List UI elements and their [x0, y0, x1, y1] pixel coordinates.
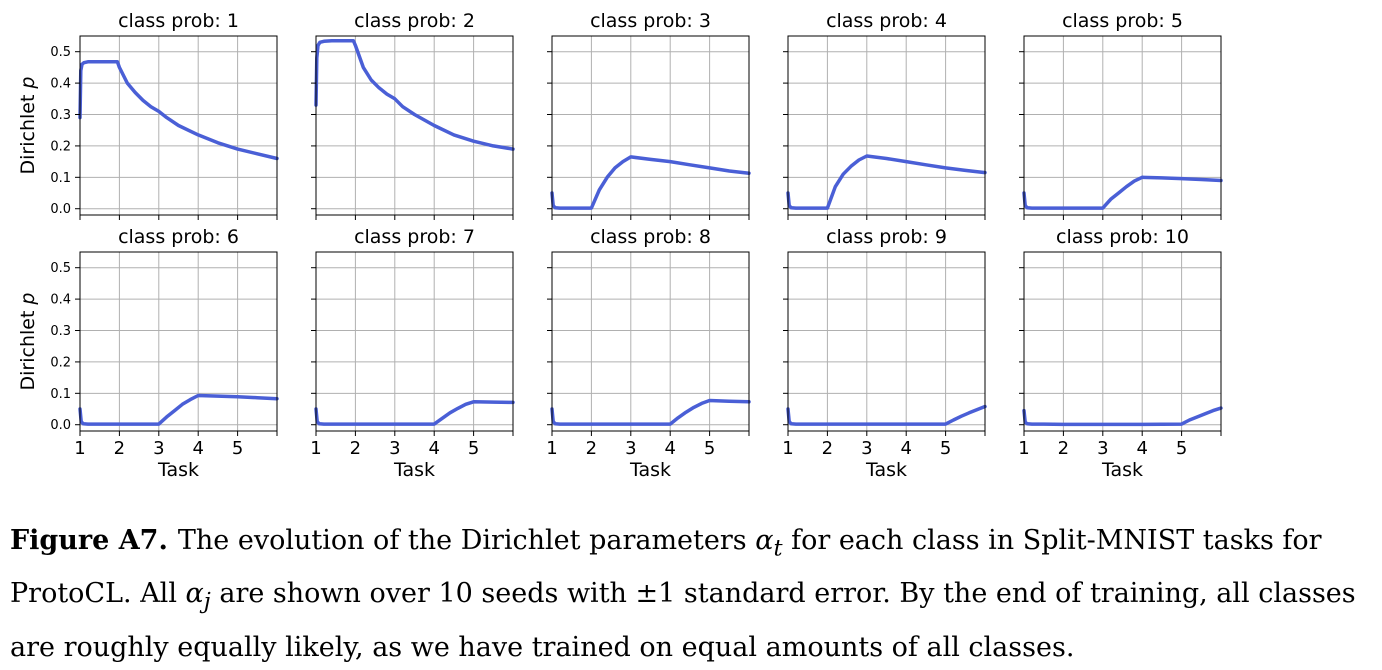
x-tick-label: 4: [192, 438, 203, 459]
series-line: [550, 155, 751, 210]
panel-title: class prob: 4: [826, 10, 947, 32]
y-tick-label: 0.2: [50, 355, 71, 370]
x-tick-label: 4: [1136, 438, 1147, 459]
x-tick-label: 4: [428, 438, 439, 459]
x-tick-label: 5: [232, 438, 243, 459]
x-tick-label: 3: [1097, 438, 1108, 459]
axes-frame: [787, 35, 986, 216]
x-tick-label: 2: [822, 438, 833, 459]
x-tick-label: 4: [900, 438, 911, 459]
caption-subscript-t: t: [773, 535, 783, 562]
panel-title: class prob: 9: [826, 226, 947, 248]
panel-3: class prob: 3: [547, 10, 751, 220]
panel-title: class prob: 1: [118, 10, 239, 32]
x-axis-label: Task: [629, 459, 671, 481]
panel-4: class prob: 4: [783, 10, 987, 220]
x-axis-label: Task: [157, 459, 199, 481]
y-tick-label: 0.2: [50, 139, 71, 154]
x-tick-label: 5: [1176, 438, 1187, 459]
y-tick-label: 0.3: [50, 108, 71, 123]
panel-title: class prob: 3: [590, 10, 711, 32]
caption-text-1: The evolution of the Dirichlet parameter…: [177, 525, 756, 556]
x-tick-label: 1: [782, 438, 793, 459]
axes-frame: [787, 251, 986, 432]
panel-8: class prob: 8 1 2 3 4 5 Task: [546, 226, 751, 481]
x-tick-label: 3: [861, 438, 872, 459]
x-tick-label: 1: [546, 438, 557, 459]
x-axis-label: Task: [865, 459, 907, 481]
axes-frame: [79, 35, 278, 216]
figure-caption: Figure A7. The evolution of the Dirichlet…: [10, 518, 1372, 670]
x-tick-label: 4: [664, 438, 675, 459]
caption-text-2: for each class in Split-MNIST tasks for …: [10, 525, 1322, 610]
panel-1: class prob: 1 0.0 0.1 0.2 0.3 0.4 0.5 Dirichlet…: [17, 10, 279, 220]
y-axis-label: Dirichlet p: [17, 292, 39, 390]
x-tick-label: 5: [468, 438, 479, 459]
y-tick-label: 0.0: [50, 418, 71, 433]
panel-title: class prob: 2: [354, 10, 475, 32]
series-line: [78, 393, 279, 426]
axes-frame: [551, 35, 750, 216]
x-tick-label: 2: [350, 438, 361, 459]
y-tick-label: 0.5: [50, 261, 71, 276]
panel-7: class prob: 7 1 2 3 4 5 Task: [310, 226, 515, 481]
series-line: [1022, 406, 1223, 427]
panel-9: class prob: 9 1 2 3 4 5 Task: [782, 226, 987, 481]
series-line: [314, 400, 515, 426]
x-tick-label: 3: [625, 438, 636, 459]
y-tick-label: 0.1: [50, 387, 71, 402]
x-tick-label: 3: [389, 438, 400, 459]
x-tick-label: 2: [1058, 438, 1069, 459]
series-line: [786, 154, 987, 210]
series-line: [314, 38, 515, 151]
y-axis-label: Dirichlet p: [17, 76, 39, 174]
series-line: [786, 404, 987, 426]
x-tick-label: 2: [114, 438, 125, 459]
x-tick-label: 1: [74, 438, 85, 459]
x-tick-label: 1: [310, 438, 321, 459]
y-tick-label: 0.5: [50, 45, 71, 60]
y-tick-label: 0.1: [50, 171, 71, 186]
caption-label: Figure A7.: [10, 525, 168, 556]
panel-title: class prob: 6: [118, 226, 239, 248]
axes-frame: [1023, 251, 1222, 432]
axes-frame: [315, 35, 514, 216]
panel-title: class prob: 10: [1056, 226, 1189, 248]
x-tick-label: 2: [586, 438, 597, 459]
series-line: [78, 60, 279, 161]
panel-10: class prob: 10 1 2 3 4 5 Task: [1018, 226, 1223, 481]
dirichlet-small-multiples-figure: class prob: 1 0.0 0.1 0.2 0.3 0.4 0.5 Dirichlet…: [17, 10, 1223, 481]
y-tick-label: 0.3: [50, 324, 71, 339]
caption-subscript-j: j: [203, 588, 211, 615]
axes-frame: [315, 251, 514, 432]
series-line: [550, 398, 751, 426]
panel-5: class prob: 5: [1019, 10, 1223, 220]
panel-title: class prob: 7: [354, 226, 475, 248]
x-tick-label: 1: [1018, 438, 1029, 459]
caption-text-3: are shown over 10 seeds with ±1 standard…: [10, 578, 1356, 663]
axes-frame: [79, 251, 278, 432]
x-tick-label: 5: [940, 438, 951, 459]
x-axis-label: Task: [393, 459, 435, 481]
caption-symbol-alpha-j: α: [185, 578, 204, 610]
axes-frame: [551, 251, 750, 432]
panel-title: class prob: 8: [590, 226, 711, 248]
y-tick-label: 0.0: [50, 202, 71, 217]
x-tick-label: 5: [704, 438, 715, 459]
y-tick-label: 0.4: [50, 293, 71, 308]
panel-6: class prob: 6 0.0 0.1 0.2 0.3 0.4 0.5 Dirichlet…: [17, 226, 279, 481]
x-tick-label: 3: [153, 438, 164, 459]
y-tick-label: 0.4: [50, 77, 71, 92]
panel-title: class prob: 5: [1062, 10, 1183, 32]
caption-symbol-alpha-t: α: [755, 525, 774, 556]
series-line: [1022, 175, 1223, 210]
x-axis-label: Task: [1101, 459, 1143, 481]
axes-frame: [1023, 35, 1222, 216]
panel-2: class prob: 2: [311, 10, 515, 220]
